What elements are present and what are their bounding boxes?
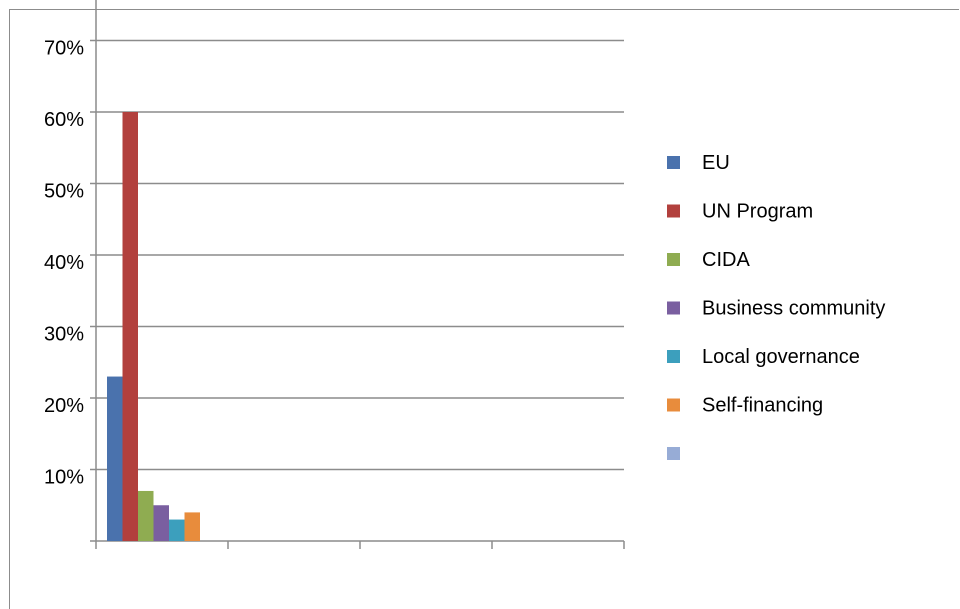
y-tick-labels: 10% 20% 30% 40% 50% 60% 70% (44, 38, 84, 489)
legend: EU UN Program CIDA Business community Local… (667, 152, 885, 460)
legend-swatch (667, 398, 680, 412)
chart-frame (9, 9, 959, 609)
y-tick-label: 40% (44, 252, 84, 274)
legend-swatch (667, 156, 680, 169)
y-tick-label: 50% (44, 181, 84, 203)
bar (153, 505, 169, 541)
y-tick-label: 70% (44, 38, 84, 60)
legend-swatch (667, 447, 680, 460)
legend-swatch (667, 253, 680, 266)
bar (169, 519, 185, 541)
bars (107, 112, 200, 541)
bar (138, 490, 154, 541)
legend-swatch (667, 350, 680, 363)
y-tick-label: 10% (44, 467, 84, 489)
legend-swatch (667, 301, 680, 315)
legend-label: Business community (702, 298, 885, 320)
legend-swatch (667, 204, 680, 218)
axes (90, 0, 625, 549)
legend-label: EU (702, 152, 730, 174)
y-tick-label: 60% (44, 109, 84, 131)
legend-label: Local governance (702, 346, 860, 368)
y-tick-label: 30% (44, 324, 84, 346)
bar (122, 112, 138, 541)
bar (107, 376, 123, 541)
y-tick-label: 20% (44, 395, 84, 417)
legend-label: CIDA (702, 249, 750, 271)
bar (184, 512, 200, 541)
gridlines (96, 39, 624, 471)
legend-label: Self-financing (702, 395, 823, 417)
legend-label: UN Program (702, 201, 813, 223)
